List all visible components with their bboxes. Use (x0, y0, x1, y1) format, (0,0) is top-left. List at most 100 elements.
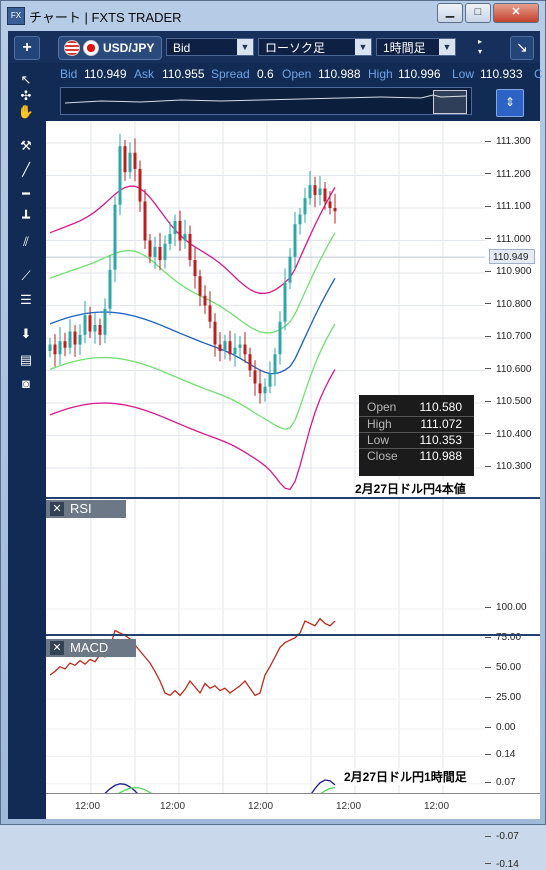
macd-title: MACD (70, 640, 109, 655)
candle-body (78, 334, 82, 345)
rsi-line (49, 617, 336, 697)
title-bar: FX チャート | FXTS TRADER ▁ □ ✕ (1, 1, 545, 29)
candle-body (208, 305, 212, 322)
ohlc-high-label: High (367, 417, 392, 431)
crosshair-icon[interactable]: ✣ (20, 88, 32, 103)
candle-body (48, 344, 52, 351)
candle-body (238, 344, 242, 348)
candle-body (163, 243, 167, 260)
fan-icon[interactable]: ⟋ (21, 268, 31, 283)
candle-body (58, 341, 62, 355)
bid-value: 110.949 (84, 67, 127, 81)
navigator-sparkline (64, 94, 467, 104)
camera-icon[interactable]: ◙ (22, 376, 30, 391)
spread-value: 0.6 (257, 67, 274, 81)
candle-body (108, 269, 112, 309)
chevron-down-icon: ▼ (355, 39, 371, 55)
symbol-selector[interactable]: USD/JPY (58, 36, 162, 60)
fibonacci-icon[interactable]: ☰ (20, 292, 32, 307)
candle-body (178, 221, 182, 241)
close-icon[interactable]: ✕ (50, 502, 64, 516)
candle-body (323, 188, 327, 202)
macd-tick-label: 0.07 (485, 777, 515, 788)
ask-value: 110.955 (162, 67, 205, 81)
candle-body (263, 386, 267, 394)
rsi-tick-label: 75.00 (485, 632, 521, 643)
us-flag-icon (64, 40, 80, 56)
pointer-icon[interactable]: ↖ (20, 72, 32, 87)
toolbar-scroll-button[interactable]: ▸ ▾ (478, 37, 483, 56)
candle-body (203, 295, 207, 306)
candle-body (308, 185, 312, 199)
price-tick-label: 111.100 (485, 201, 531, 212)
bollinger-inner-lower-line (49, 323, 336, 430)
price-tick-label: 110.900 (485, 266, 531, 277)
price-tick-label: 111.200 (485, 169, 531, 180)
channel-icon[interactable]: ⫽ (23, 234, 29, 249)
open-label: Open (282, 67, 312, 81)
vertical-line-icon[interactable]: ┻ (22, 210, 30, 225)
candle-body (268, 373, 272, 387)
ohlc-high-value: 111.072 (420, 417, 462, 431)
ohlc-low-label: Low (367, 433, 390, 447)
hand-icon[interactable]: ✋ (17, 104, 35, 119)
download-icon[interactable]: ⬇ (20, 326, 32, 341)
add-chart-button[interactable]: + (14, 36, 40, 60)
bottom-caption: 2月27日ドル円1時間足 (344, 768, 467, 785)
chart-type-value: ローソク足 (265, 41, 326, 55)
navigator-window-handle[interactable] (433, 90, 467, 114)
minimize-button[interactable]: ▁ (437, 3, 463, 23)
candle-body (68, 331, 72, 348)
time-tick: 12:00 (75, 801, 101, 812)
price-tick-label: 110.500 (485, 396, 531, 407)
time-tick: 12:00 (160, 801, 186, 812)
time-tick: 12:00 (424, 801, 450, 812)
high-label: High (368, 67, 393, 81)
bollinger-inner-upper-line (49, 232, 336, 334)
candle-body (298, 214, 302, 225)
more-label: C (534, 67, 543, 81)
candle-body (148, 240, 152, 257)
chart-type-select[interactable]: ローソク足 ▼ (258, 38, 372, 56)
candle-body (233, 347, 237, 355)
candle-body (273, 354, 277, 374)
current-price-label: 110.949 (489, 249, 535, 265)
macd-tick-label: -0.14 (485, 859, 519, 870)
price-tick-label: 110.600 (485, 364, 531, 375)
candle-body (83, 315, 87, 335)
trendline-icon[interactable]: ╱ (22, 162, 30, 177)
rsi-tick-label: 100.00 (485, 602, 527, 613)
macd-panel-header: ✕ MACD (46, 639, 136, 657)
detach-icon[interactable]: ↘ (510, 36, 534, 60)
drawing-toolbar: ↖ ✣ ✋ ⚒ ╱ ━ ┻ ⫽ ⟋ ☰ ⬇ ▤ ◙ (8, 67, 46, 819)
rsi-panel-header: ✕ RSI (46, 500, 126, 518)
chart-toolbar: + USD/JPY Bid ▼ ローソク足 ▼ 1時間足 ▼ ▸ ▾ ↘ (8, 31, 540, 63)
candle-body (143, 201, 147, 241)
candle-body (293, 224, 297, 257)
list-icon[interactable]: ▤ (19, 352, 33, 367)
candle-body (73, 331, 77, 345)
candle-body (328, 201, 332, 208)
window-title: チャート | FXTS TRADER (29, 10, 182, 25)
app-icon: FX (7, 7, 25, 25)
main-caption: 2月27日ドル円4本値 (355, 480, 466, 497)
horizontal-line-icon[interactable]: ━ (22, 186, 30, 201)
candle-body (248, 354, 252, 371)
navigator-slider[interactable] (60, 87, 472, 115)
hammer-icon[interactable]: ⚒ (20, 138, 32, 153)
timeframe-select[interactable]: 1時間足 ▼ (376, 38, 456, 56)
candle-body (283, 282, 287, 322)
fit-range-icon[interactable]: ⇕ (496, 89, 524, 117)
symbol-label: USD/JPY (103, 41, 155, 55)
candle-body (158, 247, 162, 260)
price-tick-label: 110.300 (485, 461, 531, 472)
maximize-button[interactable]: □ (465, 3, 491, 23)
price-type-select[interactable]: Bid ▼ (166, 38, 254, 56)
close-icon[interactable]: ✕ (50, 641, 64, 655)
chevron-down-icon: ▼ (237, 39, 253, 55)
ohlc-close-value: 110.988 (419, 449, 463, 463)
close-button[interactable]: ✕ (493, 3, 539, 23)
panel-divider (46, 634, 540, 636)
price-tick-label: 110.700 (485, 331, 531, 342)
candle-body (193, 260, 197, 277)
